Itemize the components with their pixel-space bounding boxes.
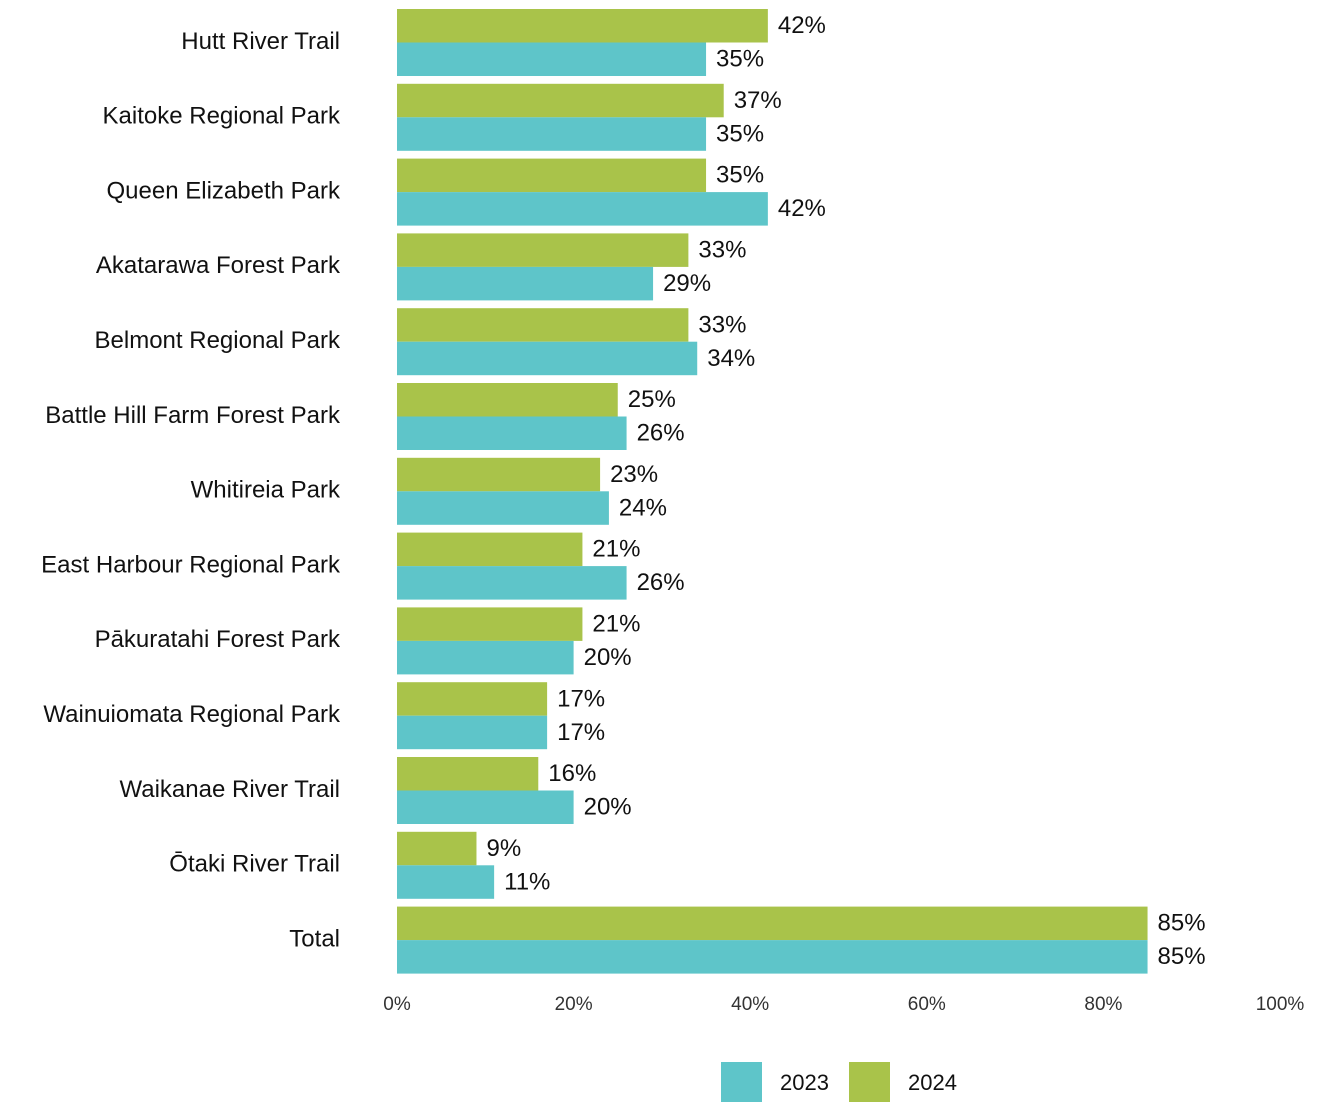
bar: [397, 757, 539, 791]
bar: [397, 233, 689, 267]
bar: [397, 158, 707, 193]
x-tick-label: 0%: [383, 994, 411, 1015]
legend-label: 2024: [908, 1070, 957, 1095]
x-tick-label: 40%: [731, 994, 769, 1015]
bar: [397, 457, 601, 492]
value-label: 20%: [584, 644, 632, 671]
value-label: 85%: [1158, 910, 1206, 937]
value-label: 35%: [716, 46, 764, 73]
legend-swatch: [849, 1062, 890, 1102]
category-label: Wainuiomata Regional Park: [43, 701, 341, 728]
bar: [397, 640, 574, 675]
x-tick-label: 100%: [1256, 994, 1305, 1015]
bar: [397, 117, 707, 151]
value-label: 17%: [557, 685, 605, 712]
value-label: 33%: [698, 236, 746, 263]
bar: [397, 715, 548, 750]
category-label: Whitireia Park: [191, 477, 341, 504]
value-label: 9%: [486, 835, 521, 862]
bar: [397, 308, 689, 342]
category-label: Belmont Regional Park: [95, 327, 341, 354]
category-label: Ōtaki River Trail: [169, 851, 340, 878]
bar: [397, 940, 1148, 974]
value-label: 35%: [716, 162, 764, 189]
bar: [397, 192, 768, 226]
category-label: Total: [289, 925, 340, 952]
bar: [397, 383, 618, 417]
bar: [397, 831, 477, 866]
value-label: 20%: [584, 794, 632, 821]
bar: [397, 865, 495, 899]
value-label: 34%: [707, 345, 755, 372]
bar: [397, 906, 1148, 941]
bar: [397, 566, 627, 600]
bar: [397, 532, 583, 567]
value-label: 11%: [504, 868, 550, 895]
value-label: 26%: [637, 569, 685, 596]
value-label: 21%: [592, 610, 640, 637]
bar: [397, 42, 707, 76]
x-tick-label: 60%: [908, 994, 946, 1015]
category-label: Waikanae River Trail: [119, 776, 340, 803]
category-label: Kaitoke Regional Park: [103, 103, 341, 130]
legend-label: 2023: [780, 1070, 829, 1095]
value-label: 37%: [734, 87, 782, 114]
value-label: 23%: [610, 461, 658, 488]
bar: [397, 790, 574, 824]
bar: [397, 83, 724, 118]
bar: [397, 682, 548, 716]
x-tick-label: 20%: [555, 994, 593, 1015]
value-label: 42%: [778, 195, 826, 222]
legend-swatch: [721, 1062, 762, 1102]
value-label: 16%: [548, 760, 596, 787]
x-tick-label: 80%: [1084, 994, 1122, 1015]
value-label: 42%: [778, 12, 826, 39]
value-label: 21%: [592, 536, 640, 563]
value-label: 33%: [698, 311, 746, 338]
value-label: 35%: [716, 120, 764, 147]
category-label: Akatarawa Forest Park: [96, 252, 341, 279]
bar: [397, 9, 768, 43]
value-label: 26%: [637, 420, 685, 447]
bar: [397, 491, 609, 525]
bar: [397, 416, 627, 450]
category-label: Queen Elizabeth Park: [107, 177, 341, 204]
bar: [397, 266, 654, 301]
value-label: 85%: [1158, 943, 1206, 970]
category-label: East Harbour Regional Park: [41, 551, 341, 578]
category-label: Pākuratahi Forest Park: [95, 626, 341, 653]
value-label: 24%: [619, 494, 667, 521]
value-label: 17%: [557, 719, 605, 746]
category-label: Hutt River Trail: [181, 28, 340, 55]
value-label: 29%: [663, 270, 711, 297]
bar: [397, 341, 698, 376]
bar: [397, 607, 583, 641]
category-label: Battle Hill Farm Forest Park: [45, 402, 341, 429]
value-label: 25%: [628, 386, 676, 413]
